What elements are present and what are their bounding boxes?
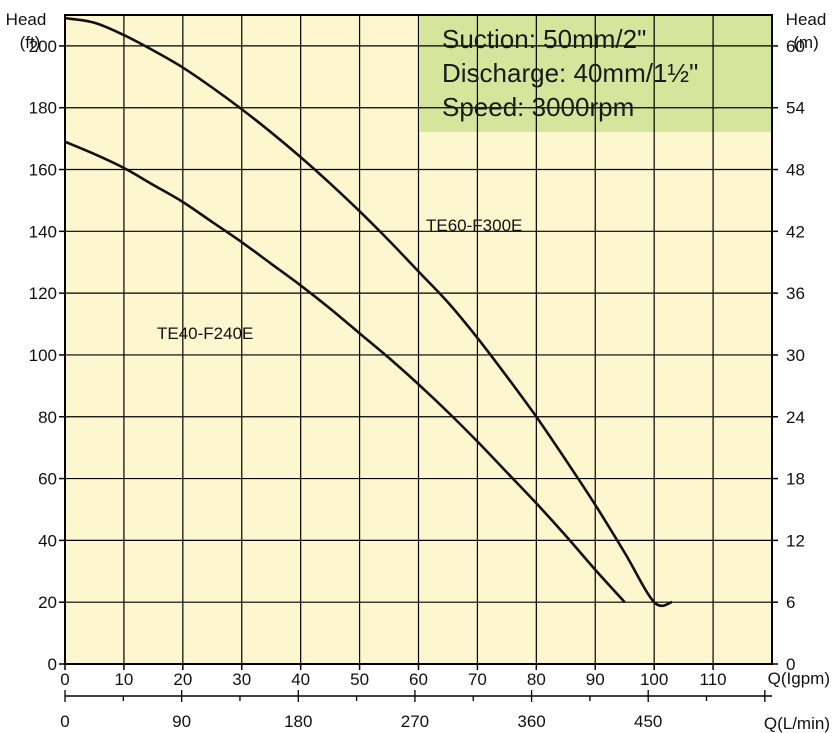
y-tick-label-left: 120 xyxy=(29,284,57,303)
series-label-te40: TE40-F240E xyxy=(157,324,253,343)
info-speed: Speed: 3000rpm xyxy=(442,92,634,122)
y-axis-label-right-line1: Head xyxy=(786,10,827,29)
y-tick-label-right: 60 xyxy=(786,37,805,56)
secondary-x-tick-label: 360 xyxy=(517,712,545,731)
x-tick-label: 80 xyxy=(527,670,546,689)
x-tick-label: 50 xyxy=(350,670,369,689)
y-tick-label-right: 18 xyxy=(786,470,805,489)
y-tick-label-left: 0 xyxy=(48,655,57,674)
x-axis-label-igpm: Q(Igpm) xyxy=(768,669,830,688)
y-tick-label-right: 30 xyxy=(786,346,805,365)
secondary-x-tick-label: 90 xyxy=(172,712,191,731)
y-tick-label-right: 36 xyxy=(786,284,805,303)
series-line-te40 xyxy=(64,140,626,604)
y-tick-label-left: 160 xyxy=(29,161,57,180)
info-suction: Suction: 50mm/2" xyxy=(442,24,646,54)
y-tick-label-right: 0 xyxy=(786,655,795,674)
x-tick-label: 0 xyxy=(60,670,69,689)
x-axis-label-lmin: Q(L/min) xyxy=(764,714,830,733)
curves-group xyxy=(64,16,673,608)
y-tick-label-right: 42 xyxy=(786,222,805,241)
x-tick-label: 20 xyxy=(173,670,192,689)
y-tick-label-right: 24 xyxy=(786,408,805,427)
info-discharge: Discharge: 40mm/1½" xyxy=(442,58,698,88)
series-label-te60: TE60-F300E xyxy=(426,216,522,235)
y-tick-label-left: 40 xyxy=(38,531,57,550)
y-tick-label-left: 80 xyxy=(38,408,57,427)
x-tick-label: 60 xyxy=(409,670,428,689)
x-tick-label: 10 xyxy=(114,670,133,689)
y-tick-label-left: 200 xyxy=(29,37,57,56)
x-tick-label: 30 xyxy=(232,670,251,689)
x-tick-label: 90 xyxy=(586,670,605,689)
x-tick-label: 40 xyxy=(291,670,310,689)
y-axis-label-left-line1: Head xyxy=(6,10,47,29)
y-tick-label-left: 180 xyxy=(29,99,57,118)
x-tick-label: 110 xyxy=(700,670,727,689)
y-axis-label-left-line2: (ft) xyxy=(20,33,41,52)
y-axis-label-right-line2: (m) xyxy=(793,33,818,52)
secondary-x-tick-label: 270 xyxy=(401,712,429,731)
x-tick-label: 70 xyxy=(468,670,487,689)
y-tick-label-right: 54 xyxy=(786,99,805,118)
y-tick-label-left: 140 xyxy=(29,222,57,241)
y-tick-label-left: 20 xyxy=(38,593,57,612)
series-line-te60 xyxy=(64,16,673,608)
x-tick-label: 100 xyxy=(640,670,668,689)
y-tick-label-right: 48 xyxy=(786,161,805,180)
y-tick-label-right: 12 xyxy=(786,531,805,550)
y-tick-label-left: 100 xyxy=(29,346,57,365)
secondary-x-tick-label: 180 xyxy=(284,712,312,731)
secondary-x-tick-label: 450 xyxy=(634,712,662,731)
secondary-x-tick-label: 0 xyxy=(60,712,69,731)
y-tick-label-left: 60 xyxy=(38,470,57,489)
y-tick-label-right: 6 xyxy=(786,593,795,612)
